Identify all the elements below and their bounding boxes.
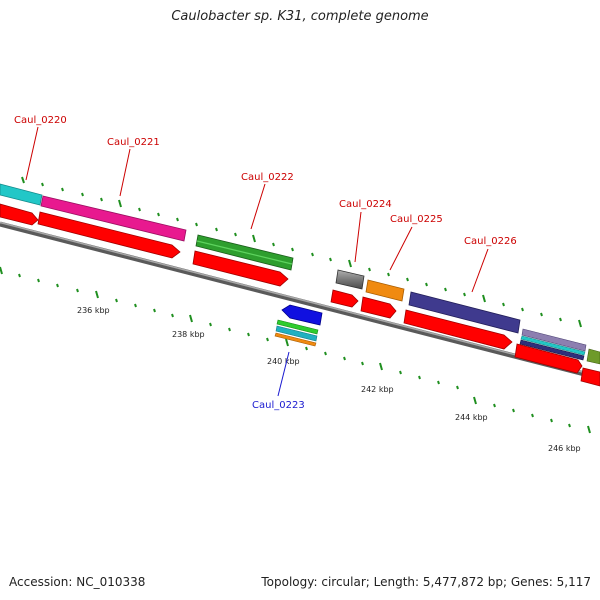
backbone	[0, 221, 600, 381]
gene-caul-0220[interactable]	[0, 183, 43, 226]
tick-label-236: 236 kbp	[77, 306, 110, 315]
gene-label-caul-0220[interactable]: Caul_0220	[14, 115, 67, 126]
cds-caul-0225[interactable]	[360, 296, 397, 319]
gene-label-caul-0226[interactable]: Caul_0226	[464, 236, 517, 247]
gene-caul-0225[interactable]	[360, 279, 405, 319]
feature-caul-0223[interactable]	[281, 304, 323, 326]
gene-label-caul-0222[interactable]: Caul_0222	[241, 172, 294, 183]
cds-caul-0224[interactable]	[330, 289, 359, 308]
gene-label-caul-0225[interactable]: Caul_0225	[390, 214, 443, 225]
gene-caul-0223[interactable]	[274, 304, 323, 347]
gene-label-caul-0221[interactable]: Caul_0221	[107, 137, 160, 148]
tick-label-240: 240 kbp	[267, 357, 300, 366]
gene-caul-0221[interactable]	[37, 195, 187, 259]
cds-caul-0220[interactable]	[0, 203, 39, 226]
map-title: Caulobacter sp. K31, complete genome	[171, 9, 429, 24]
cds-caul-0226[interactable]	[403, 309, 513, 350]
feature-caul-0226[interactable]	[408, 291, 521, 334]
cds-caul-0221[interactable]	[37, 211, 181, 259]
feature-caul-0223-band3	[274, 332, 317, 347]
tick-label-244: 244 kbp	[455, 413, 488, 422]
label-leaders	[25, 126, 489, 397]
feature-caul-0221[interactable]	[40, 195, 187, 242]
gene-caul-0226[interactable]	[403, 291, 521, 350]
feature-caul-0224[interactable]	[335, 269, 365, 290]
ruler-tick-row	[0, 266, 591, 434]
partial-features-right	[514, 328, 600, 387]
gene-label-caul-0224[interactable]: Caul_0224	[339, 199, 392, 210]
feature-caul-0223-band1	[276, 319, 319, 335]
genome-summary-text: Topology: circular; Length: 5,477,872 bp…	[261, 575, 591, 589]
tick-label-242: 242 kbp	[361, 385, 394, 394]
gene-caul-0224[interactable]	[330, 269, 365, 308]
tick-label-246: 246 kbp	[548, 444, 581, 453]
gene-caul-0222[interactable]	[192, 234, 294, 287]
gene-label-caul-0223[interactable]: Caul_0223	[252, 400, 305, 411]
feature-caul-0225[interactable]	[365, 279, 405, 302]
feature-caul-0223-band2	[275, 325, 318, 342]
tick-label-238: 238 kbp	[172, 330, 205, 339]
outer-tick-row	[21, 176, 582, 328]
cds-caul-0222[interactable]	[192, 250, 289, 287]
feature-caul-0220[interactable]	[0, 183, 43, 206]
accession-text: Accession: NC_010338	[9, 575, 146, 589]
